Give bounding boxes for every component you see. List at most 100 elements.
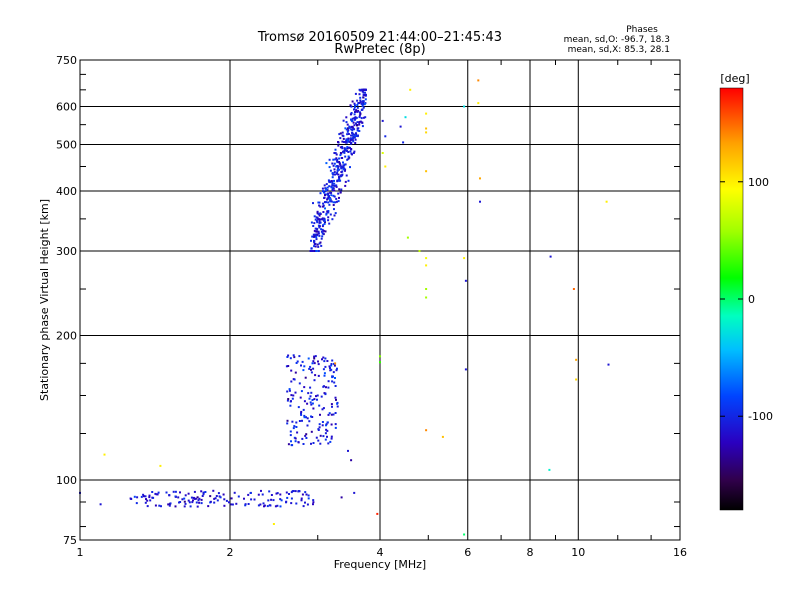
data-point <box>303 416 306 419</box>
data-point <box>353 108 355 111</box>
data-point <box>359 111 361 114</box>
data-point <box>291 397 294 400</box>
data-point <box>356 124 358 127</box>
data-point <box>148 494 151 497</box>
data-point <box>575 378 578 381</box>
data-point <box>354 104 356 107</box>
data-point <box>333 364 336 367</box>
data-point <box>292 490 295 492</box>
data-point <box>299 396 302 399</box>
data-point <box>200 498 203 501</box>
y-tick-label: 200 <box>56 330 77 343</box>
data-point <box>335 165 338 168</box>
data-point <box>332 194 335 197</box>
data-point <box>319 205 322 208</box>
data-point <box>323 191 325 194</box>
data-point <box>376 512 379 515</box>
data-point <box>362 116 365 119</box>
data-point <box>285 365 288 368</box>
data-point <box>313 215 316 218</box>
data-point <box>381 152 384 154</box>
data-point <box>312 503 314 506</box>
data-point <box>330 200 333 203</box>
data-point <box>363 88 366 91</box>
data-point <box>332 187 335 190</box>
data-point <box>351 132 354 135</box>
y-tick-label: 400 <box>56 185 77 198</box>
data-point <box>344 148 347 151</box>
data-point <box>228 501 230 504</box>
data-point <box>315 219 318 222</box>
data-point <box>312 360 315 363</box>
data-point <box>317 218 320 221</box>
phase-info-line-x: mean, sd,X: 85.3, 28.1 <box>568 45 670 55</box>
data-point <box>343 147 346 150</box>
data-point <box>310 430 313 433</box>
data-point <box>346 146 349 149</box>
data-point <box>356 104 359 106</box>
data-point <box>362 94 365 96</box>
data-point <box>339 137 342 140</box>
data-point <box>317 428 320 431</box>
data-point <box>337 173 340 176</box>
data-point <box>340 175 343 178</box>
data-point <box>335 197 338 200</box>
data-point <box>345 128 348 131</box>
data-point <box>322 385 325 388</box>
colorbar-tick-label: 0 <box>748 293 755 306</box>
chart-subtitle: RwPretec (8p) <box>334 42 425 57</box>
data-point <box>327 380 330 383</box>
data-point <box>363 102 366 105</box>
data-point <box>361 125 364 128</box>
data-point <box>325 213 328 216</box>
data-point <box>319 192 322 195</box>
data-point <box>341 170 344 173</box>
data-point <box>314 227 317 230</box>
data-point <box>350 118 352 121</box>
data-point <box>195 501 198 504</box>
data-point <box>323 217 326 220</box>
data-point <box>325 162 328 165</box>
data-point <box>313 222 316 225</box>
data-points <box>79 79 610 536</box>
data-point <box>331 376 334 379</box>
data-point <box>331 405 333 408</box>
data-point <box>338 162 341 165</box>
data-point <box>144 495 147 498</box>
data-point <box>402 141 405 144</box>
data-point <box>338 188 341 191</box>
data-point <box>191 501 194 504</box>
data-point <box>322 224 325 227</box>
data-point <box>300 390 303 393</box>
plot-frame <box>79 59 681 541</box>
data-point <box>151 496 154 499</box>
y-tick-label: 75 <box>63 534 77 547</box>
data-point <box>353 124 356 127</box>
data-point <box>327 442 330 445</box>
data-point <box>327 179 330 182</box>
data-point <box>135 502 138 505</box>
data-point <box>316 221 319 224</box>
data-point <box>209 495 212 498</box>
data-point <box>351 129 354 132</box>
data-point <box>353 106 356 109</box>
data-point <box>217 492 220 495</box>
data-point <box>289 434 292 437</box>
data-point <box>305 416 307 419</box>
data-point <box>324 438 327 441</box>
data-point <box>321 218 324 221</box>
data-point <box>340 496 343 499</box>
data-point <box>300 499 303 502</box>
data-point <box>319 413 321 416</box>
data-point <box>326 197 329 200</box>
data-point <box>343 141 345 143</box>
data-point <box>316 230 318 233</box>
data-point <box>323 372 326 375</box>
data-point <box>313 243 316 245</box>
data-point <box>309 401 312 404</box>
data-point <box>336 402 339 405</box>
data-point <box>336 180 339 183</box>
data-point <box>333 214 336 217</box>
x-axis-label: Frequency [MHz] <box>334 558 426 571</box>
data-point <box>360 117 363 120</box>
